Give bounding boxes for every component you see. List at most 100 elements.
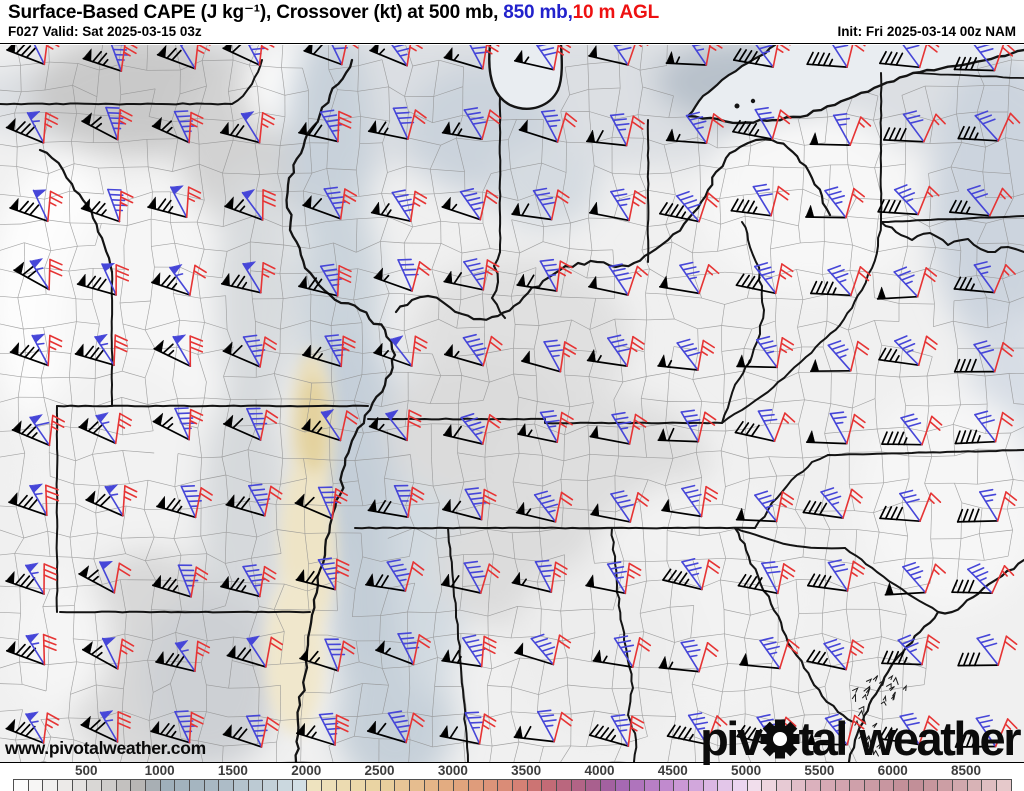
county-line xyxy=(533,293,540,326)
county-line xyxy=(560,460,565,480)
county-line xyxy=(563,319,572,350)
county-line xyxy=(669,579,674,608)
county-line xyxy=(200,531,227,537)
county-line xyxy=(259,684,281,688)
county-line xyxy=(510,169,519,201)
county-line xyxy=(512,481,543,487)
county-line xyxy=(0,661,20,669)
logo-part2: tal xyxy=(798,711,849,765)
county-line xyxy=(571,319,590,330)
county-line xyxy=(665,224,673,243)
county-line xyxy=(201,45,208,61)
county-line xyxy=(697,137,718,149)
county-line xyxy=(172,163,200,172)
wind-barb-station xyxy=(9,189,64,223)
county-line xyxy=(724,271,753,275)
county-line xyxy=(696,450,722,453)
county-line xyxy=(643,319,647,352)
county-line xyxy=(641,226,648,251)
county-line xyxy=(721,304,725,326)
county-line xyxy=(1009,296,1024,303)
colorbar-cell xyxy=(922,780,938,791)
county-line xyxy=(642,528,646,562)
wind-barb-station xyxy=(806,45,866,68)
county-line xyxy=(588,351,597,377)
county-line xyxy=(456,502,490,512)
wind-barb-station xyxy=(441,188,499,221)
county-line xyxy=(435,538,439,558)
wind-barb-station xyxy=(6,45,60,66)
county-line xyxy=(21,453,26,478)
colorbar-cell xyxy=(952,780,967,791)
county-line xyxy=(933,557,960,560)
county-line xyxy=(742,743,752,762)
county-line xyxy=(20,65,22,92)
state-border xyxy=(879,220,1024,254)
county-line xyxy=(542,454,564,462)
county-line xyxy=(491,657,520,670)
county-line xyxy=(145,560,156,581)
county-line xyxy=(384,477,414,484)
county-line xyxy=(929,142,962,144)
county-line xyxy=(119,302,124,324)
county-line xyxy=(69,537,73,558)
county-line xyxy=(248,500,277,505)
wind-barb-station xyxy=(151,110,204,144)
county-line xyxy=(69,376,96,379)
county-line xyxy=(534,194,544,227)
county-line xyxy=(1008,373,1015,404)
county-line xyxy=(202,59,234,61)
county-line xyxy=(929,120,934,144)
county-line xyxy=(925,405,930,432)
county-line xyxy=(802,167,805,190)
county-line xyxy=(928,173,932,197)
county-line xyxy=(926,356,933,377)
county-line xyxy=(930,190,959,197)
wind-barb-station xyxy=(443,412,502,445)
state-border xyxy=(844,547,939,613)
county-line xyxy=(225,557,252,564)
county-line xyxy=(846,142,849,165)
county-line xyxy=(223,376,231,400)
county-line xyxy=(384,457,390,479)
county-line xyxy=(94,746,101,762)
county-line xyxy=(223,347,234,377)
county-line xyxy=(487,685,512,688)
county-line xyxy=(639,479,649,502)
wind-barb-station xyxy=(11,414,65,447)
county-line xyxy=(725,428,746,432)
county-line xyxy=(196,274,201,299)
county-line xyxy=(177,580,204,584)
county-line xyxy=(331,374,362,383)
county-line xyxy=(174,486,182,510)
county-line xyxy=(433,60,440,97)
county-line xyxy=(589,298,597,330)
county-line xyxy=(361,353,364,375)
county-line xyxy=(152,632,176,641)
county-line xyxy=(803,164,831,169)
county-line xyxy=(283,294,312,300)
county-line xyxy=(749,475,777,479)
county-line xyxy=(351,588,356,617)
county-line xyxy=(257,85,286,96)
county-line xyxy=(513,347,535,350)
county-line xyxy=(881,451,885,483)
county-line xyxy=(456,326,485,329)
county-line xyxy=(492,741,520,747)
county-line xyxy=(721,486,726,505)
county-line xyxy=(331,322,363,326)
title-segment-black: Surface-Based CAPE (J kg⁻¹), Crossover (… xyxy=(8,2,504,23)
county-line xyxy=(665,477,702,486)
colorbar-cell xyxy=(335,780,351,791)
colorbar-cell xyxy=(482,780,498,791)
county-line xyxy=(645,561,647,582)
state-border xyxy=(827,449,1024,457)
wind-barb-station xyxy=(881,634,941,666)
county-line xyxy=(303,190,333,198)
county-line xyxy=(957,372,986,377)
county-line xyxy=(300,716,335,720)
county-line xyxy=(148,692,154,721)
county-line xyxy=(484,347,514,354)
county-line xyxy=(146,45,149,71)
wind-barb-station xyxy=(443,258,500,291)
